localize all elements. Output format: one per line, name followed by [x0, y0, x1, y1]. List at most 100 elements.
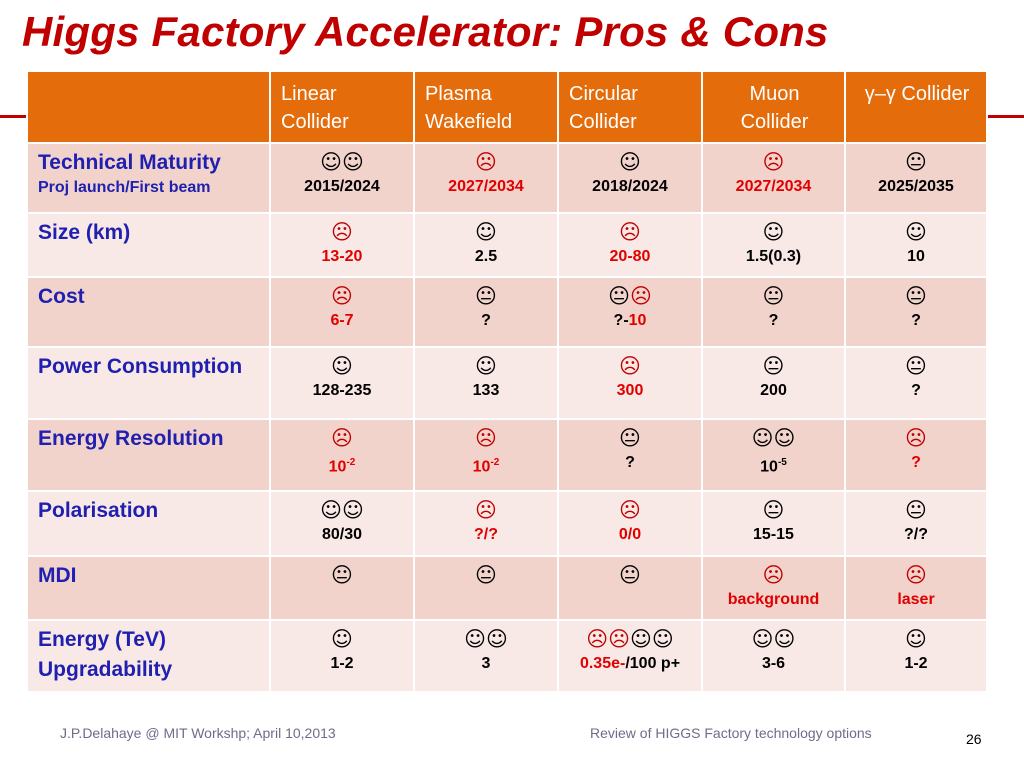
cell-upgrade-gamma: ☺ 1-2: [844, 619, 988, 693]
smiley-icon: ☺: [475, 354, 497, 378]
cell-polarisation-plasma: ☹ ?/?: [413, 490, 559, 557]
value-base: 10: [472, 458, 491, 476]
cell-upgrade-plasma: ☺☺ 3: [413, 619, 559, 693]
frown-icon: ☹☹: [586, 627, 630, 651]
cell-value: ?: [911, 312, 921, 329]
cell-size-plasma: ☺ 2.5: [413, 212, 559, 278]
cell-value-part: ?-: [613, 312, 629, 329]
cell-polarisation-gamma: 😐 ?/?: [844, 490, 988, 557]
row-label-technical-maturity: Technical Maturity Proj launch/First bea…: [26, 142, 271, 214]
frown-icon: ☹: [905, 563, 927, 587]
header-blank: [26, 70, 271, 144]
value-exponent: -2: [490, 457, 500, 468]
cell-value: 3: [481, 655, 491, 672]
cell-polarisation-circular: ☹ 0/0: [557, 490, 703, 557]
cell-mdi-circular: 😐: [557, 555, 703, 621]
frown-icon: ☹: [619, 220, 641, 244]
cell-maturity-circular: ☺ 2018/2024: [557, 142, 703, 214]
cell-energyres-linear: ☹ 10-2: [269, 418, 415, 492]
cell-value: 1-2: [904, 655, 928, 672]
row-label-size: Size (km): [26, 212, 271, 278]
neutral-face-icon: 😐: [475, 284, 497, 308]
comparison-table: Linear Collider Plasma Wakefield Circula…: [26, 70, 988, 693]
mixed-face-icons: ☹☹☺☺: [559, 625, 701, 653]
cell-value: 133: [472, 382, 500, 399]
smiley-icon: ☺: [905, 220, 927, 244]
cell-mdi-plasma: 😐: [413, 555, 559, 621]
cell-value: 20-80: [609, 248, 651, 265]
frown-icon: ☹: [475, 498, 497, 522]
cell-value: 10-2: [271, 452, 413, 478]
cell-value: 2027/2034: [448, 178, 524, 195]
cell-value: 200: [760, 382, 787, 399]
header-linear-collider: Linear Collider: [269, 70, 415, 144]
cell-upgrade-muon: ☺☺ 3-6: [701, 619, 846, 693]
value-exponent: -5: [777, 457, 787, 468]
header-plasma-wakefield: Plasma Wakefield: [413, 70, 559, 144]
row-label-power-consumption: Power Consumption: [26, 346, 271, 420]
cell-value: ?-10: [559, 310, 701, 332]
neutral-face-icon: 😐: [762, 498, 785, 522]
smiley-icon: ☺: [619, 150, 641, 174]
cell-cost-circular: 😐☹ ?-10: [557, 276, 703, 348]
smiley-icon: ☺☺: [751, 426, 796, 450]
frown-icon: ☹: [331, 426, 353, 450]
table-row: Size (km) ☹ 13-20 ☺ 2.5 ☹ 20-80 ☺ 1.5(0.…: [26, 212, 988, 278]
cell-maturity-linear: ☺☺ 2015/2024: [269, 142, 415, 214]
cell-energyres-muon: ☺☺ 10-5: [701, 418, 846, 492]
row-label-cost: Cost: [26, 276, 271, 348]
cell-polarisation-linear: ☺☺ 80/30: [269, 490, 415, 557]
cell-mdi-linear: 😐: [269, 555, 415, 621]
smiley-icon: ☺☺: [320, 150, 364, 174]
cell-value: 2.5: [474, 248, 498, 265]
cell-value: background: [727, 591, 820, 608]
cell-value: 0.35e-/100 p+: [559, 653, 701, 675]
cell-value: 128-235: [312, 382, 372, 399]
cell-value: 2025/2035: [878, 178, 954, 195]
row-label-polarisation: Polarisation: [26, 490, 271, 557]
cell-cost-linear: ☹ 6-7: [269, 276, 415, 348]
cell-maturity-gamma: 😐 2025/2035: [844, 142, 988, 214]
cell-value-part: /100 p+: [625, 655, 681, 672]
cell-power-plasma: ☺ 133: [413, 346, 559, 420]
slide-title: Higgs Factory Accelerator: Pros & Cons: [22, 8, 829, 55]
footer-topic: Review of HIGGS Factory technology optio…: [590, 725, 872, 741]
frown-icon: ☹: [331, 284, 353, 308]
cell-value-part: 10: [628, 312, 647, 329]
frown-icon: ☹: [762, 563, 785, 587]
footer-author: J.P.Delahaye @ MIT Workshp; April 10,201…: [60, 725, 336, 741]
neutral-face-icon: 😐: [608, 284, 630, 308]
cell-mdi-gamma: ☹ laser: [844, 555, 988, 621]
cell-value: 13-20: [321, 248, 363, 265]
cell-value: 2018/2024: [592, 178, 668, 195]
row-label-energy-upgradability: Energy (TeV) Upgradability: [26, 619, 271, 693]
cell-energyres-gamma: ☹ ?: [844, 418, 988, 492]
cell-value: laser: [897, 591, 935, 608]
cell-value: 2015/2024: [304, 178, 380, 195]
cell-value: 2027/2034: [735, 178, 812, 195]
neutral-face-icon: 😐: [331, 563, 353, 587]
cell-value: 1.5(0.3): [745, 248, 802, 265]
cell-value: ?: [481, 312, 491, 329]
cell-value: ?: [625, 454, 635, 471]
smiley-icon: ☺: [331, 627, 353, 651]
smiley-icon: ☺☺: [464, 627, 508, 651]
frown-icon: ☹: [475, 426, 497, 450]
value-base: 10: [760, 458, 778, 476]
smiley-icon: ☺: [762, 220, 785, 244]
table-row: Technical Maturity Proj launch/First bea…: [26, 142, 988, 214]
cell-mdi-muon: ☹ background: [701, 555, 846, 621]
cell-value: ?/?: [904, 526, 928, 543]
cell-size-linear: ☹ 13-20: [269, 212, 415, 278]
table-row: Energy (TeV) Upgradability ☺ 1-2 ☺☺ 3 ☹☹…: [26, 619, 988, 693]
neutral-face-icon: 😐: [905, 150, 927, 174]
frown-icon: ☹: [475, 150, 497, 174]
cell-value: 10-2: [415, 452, 557, 478]
cell-value: 0/0: [618, 526, 642, 543]
cell-value: 300: [616, 382, 644, 399]
neutral-face-icon: 😐: [905, 498, 927, 522]
header-gamma-gamma-collider: γ–γ Collider: [844, 70, 988, 144]
table-row: Power Consumption ☺ 128-235 ☺ 133 ☹ 300 …: [26, 346, 988, 420]
cell-maturity-muon: ☹ 2027/2034: [701, 142, 846, 214]
cell-power-circular: ☹ 300: [557, 346, 703, 420]
